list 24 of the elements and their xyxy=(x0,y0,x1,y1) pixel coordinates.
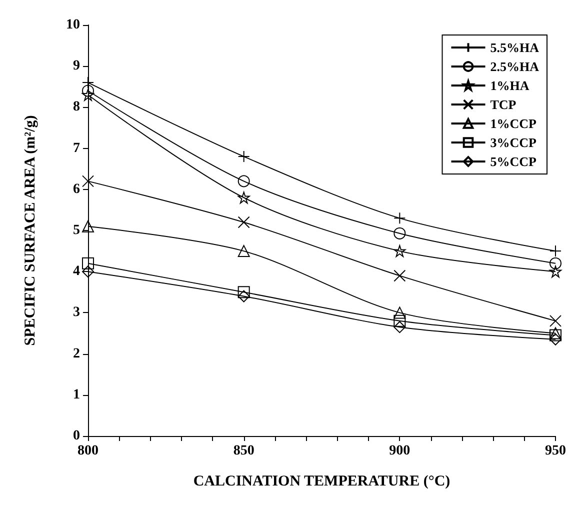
y-tick-label: 8 xyxy=(73,100,80,115)
y-tick-label: 9 xyxy=(73,58,80,74)
y-axis-title: SPECIFIC SURFACE AREA (m²/g) xyxy=(22,115,38,346)
y-tick-label: 5 xyxy=(73,223,80,238)
legend-label: 5%CCP xyxy=(490,154,537,169)
x-tick-label: 900 xyxy=(389,444,410,458)
y-tick-label: 2 xyxy=(73,346,80,362)
x-tick-label: 850 xyxy=(233,444,254,458)
y-tick-label: 10 xyxy=(66,18,80,32)
legend-label: 1%CCP xyxy=(490,116,537,131)
legend-label: 2.5%HA xyxy=(490,59,540,74)
x-axis-title: CALCINATION TEMPERATURE (°C) xyxy=(193,474,450,490)
legend-label: 5.5%HA xyxy=(490,40,540,55)
y-tick-label: 1 xyxy=(73,387,80,402)
x-tick-label: 800 xyxy=(78,444,98,458)
legend-label: 1%HA xyxy=(490,78,530,93)
y-tick-label: 0 xyxy=(73,428,80,444)
y-tick-label: 7 xyxy=(73,140,80,156)
y-tick-label: 3 xyxy=(73,305,80,320)
x-tick-label: 950 xyxy=(545,444,566,458)
y-tick-label: 6 xyxy=(73,182,80,197)
legend-label: TCP xyxy=(490,97,516,112)
legend-label: 3%CCP xyxy=(490,135,537,150)
y-tick-label: 4 xyxy=(73,264,80,280)
